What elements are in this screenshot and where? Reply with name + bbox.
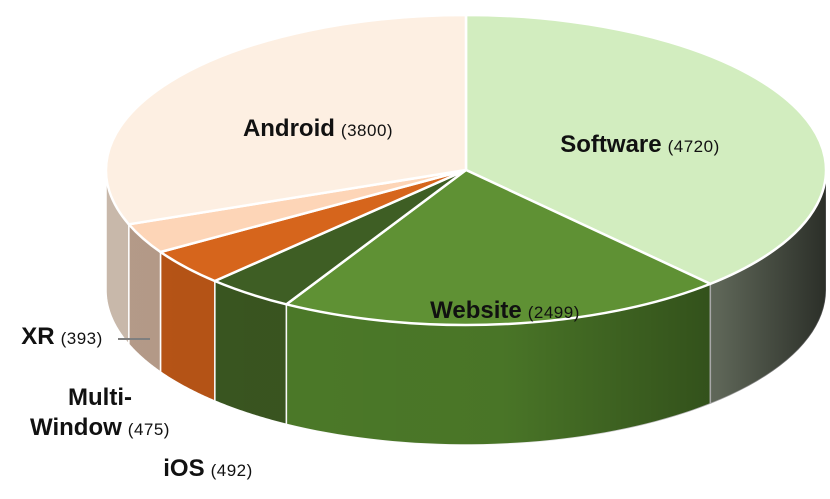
pie-label-value-android: (3800) bbox=[341, 121, 393, 140]
pie-label-xr: XR (393) bbox=[21, 323, 103, 350]
pie-slice-software bbox=[464, 13, 828, 286]
pie-top-faces bbox=[104, 13, 828, 327]
pie-label-value-website: (2499) bbox=[528, 303, 580, 322]
pie-label-value-software: (4720) bbox=[668, 137, 720, 156]
pie-label-android: Android (3800) bbox=[243, 115, 393, 142]
pie-label-software: Software (4720) bbox=[560, 131, 720, 158]
pie-label-name-ios: iOS bbox=[163, 455, 204, 482]
pie-label-multi-window: Multi- Window (475) bbox=[30, 384, 170, 441]
pie-labels: Software (4720) Website (2499) iOS (492) Multi… bbox=[21, 115, 720, 482]
pie-label-ios: iOS (492) bbox=[163, 455, 253, 482]
pie-label-name-multi-window: Window bbox=[30, 414, 122, 441]
pie-label-value-multi-window: (475) bbox=[128, 420, 170, 439]
pie-label-name-software: Software bbox=[560, 131, 661, 158]
pie-label-name-website: Website bbox=[430, 297, 522, 324]
pie-label-name-multi-window: Multi- bbox=[68, 384, 132, 411]
pie-slice-website bbox=[285, 168, 712, 327]
pie-label-website: Website (2499) bbox=[430, 297, 580, 324]
pie-label-value-ios: (492) bbox=[211, 461, 253, 480]
pie-slice-android bbox=[104, 13, 468, 226]
pie-label-name-android: Android bbox=[243, 115, 335, 142]
pie-label-name-xr: XR bbox=[21, 323, 54, 350]
pie-label-value-xr: (393) bbox=[61, 329, 103, 348]
